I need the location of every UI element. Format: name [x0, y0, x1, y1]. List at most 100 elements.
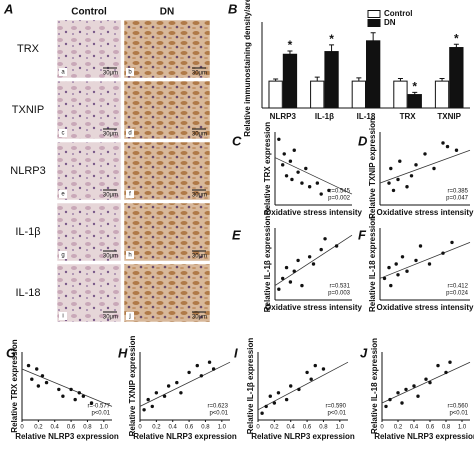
data-point: [150, 404, 154, 409]
x-tick-label: 0.6: [185, 425, 194, 431]
data-point: [319, 192, 323, 196]
data-point: [307, 185, 312, 189]
statistic: r=0.623: [207, 404, 228, 410]
data-point: [57, 387, 61, 392]
data-point: [315, 181, 320, 185]
error-bar: [356, 77, 362, 82]
data-point: [281, 276, 285, 281]
x-tick-label: 0.8: [319, 425, 328, 431]
statistic: r=0.590: [325, 404, 346, 410]
error-bar: [287, 50, 293, 55]
row-label: TRX: [17, 43, 40, 55]
data-point: [305, 370, 309, 375]
data-point: [382, 276, 387, 281]
data-point: [187, 370, 191, 375]
data-point: [391, 188, 396, 193]
data-point: [276, 391, 281, 395]
y-axis-label: Relative IL-1β expression: [246, 338, 255, 435]
x-tick-label: 0.6: [426, 425, 435, 431]
sublabel: d: [128, 131, 131, 137]
y-axis-label: Relative TXNIP expression: [368, 118, 377, 219]
sublabel: i: [62, 314, 63, 320]
legend-swatch: [367, 19, 381, 27]
data-point: [416, 394, 420, 398]
row-label: NLRP3: [10, 165, 45, 177]
x-axis-label: Oxidative stress intensity: [265, 208, 362, 217]
trendline: [379, 149, 471, 184]
data-point: [40, 374, 45, 378]
data-point: [30, 377, 34, 381]
data-point: [334, 244, 339, 248]
scale-label: 30μm: [192, 254, 207, 260]
data-point: [277, 137, 281, 141]
x-axis-label: Oxidative stress intensity: [377, 208, 474, 217]
x-axis-label: Oxidative stress intensity: [265, 303, 362, 312]
data-point: [384, 404, 388, 409]
micrograph: [123, 202, 211, 262]
data-point: [444, 370, 448, 375]
x-tick-label: IL-18: [357, 112, 376, 121]
legend-label: Control: [384, 9, 412, 18]
legend-label: DN: [384, 18, 396, 27]
y-axis-label: Relative IL-1β expression: [263, 216, 272, 313]
x-axis-label: Relative NLRP3 expression: [251, 432, 355, 441]
data-point: [282, 152, 286, 156]
x-tick-label: 0.2: [394, 425, 403, 431]
data-point: [307, 255, 312, 259]
x-tick-label: 0.2: [270, 425, 279, 431]
data-point: [304, 166, 308, 171]
data-point: [290, 177, 294, 182]
data-point: [166, 384, 171, 388]
sublabel: g: [61, 253, 64, 259]
data-point: [260, 411, 264, 415]
data-point: [289, 384, 293, 388]
error-bar: [453, 43, 459, 48]
data-point: [175, 380, 179, 385]
data-point: [281, 163, 285, 167]
x-tick-label: 0.4: [169, 425, 178, 431]
y-axis-label: Relative TXNIP expression: [128, 336, 137, 437]
data-point: [195, 363, 199, 368]
data-point: [268, 394, 272, 398]
sublabel-box: [59, 251, 67, 259]
data-point: [405, 269, 409, 273]
data-point: [309, 377, 313, 381]
data-point: [146, 397, 150, 402]
y-axis-label: Relative immunostaining density/area: [243, 0, 252, 137]
y-axis-label: Relative TRX expression: [263, 122, 272, 215]
error-bar: [412, 91, 418, 95]
data-point: [436, 363, 440, 368]
scale-label: 30μm: [192, 71, 207, 77]
data-point: [441, 251, 445, 255]
statistic: p=0.024: [446, 291, 469, 297]
sublabel: c: [62, 131, 65, 137]
x-axis-label: Relative NLRP3 expression: [133, 432, 237, 441]
data-point: [400, 255, 405, 259]
statistic: p=0.002: [328, 196, 351, 202]
panel-letter: A: [3, 1, 13, 16]
statistic: r=0.560: [447, 404, 468, 410]
significance-mark: *: [329, 32, 334, 46]
data-point: [284, 397, 289, 402]
data-point: [387, 181, 391, 185]
scale-label: 30μm: [192, 193, 207, 199]
bar: [351, 80, 366, 109]
panel-letter: D: [358, 133, 368, 148]
data-point: [179, 391, 183, 395]
data-point: [412, 384, 416, 388]
data-point: [35, 367, 39, 371]
statistic: r=0.385: [447, 189, 468, 195]
sublabel: h: [128, 253, 131, 259]
x-tick-label: 0.2: [152, 425, 161, 431]
data-point: [272, 401, 277, 405]
x-tick-label: 0.2: [34, 425, 43, 431]
sublabel: b: [128, 70, 132, 76]
x-tick-label: 1.0: [458, 425, 467, 431]
data-point: [44, 380, 49, 385]
trendline: [381, 361, 471, 404]
sublabel: f: [129, 192, 131, 198]
data-point: [313, 363, 317, 368]
data-point: [319, 247, 323, 252]
statistic: r=0.412: [447, 284, 468, 290]
